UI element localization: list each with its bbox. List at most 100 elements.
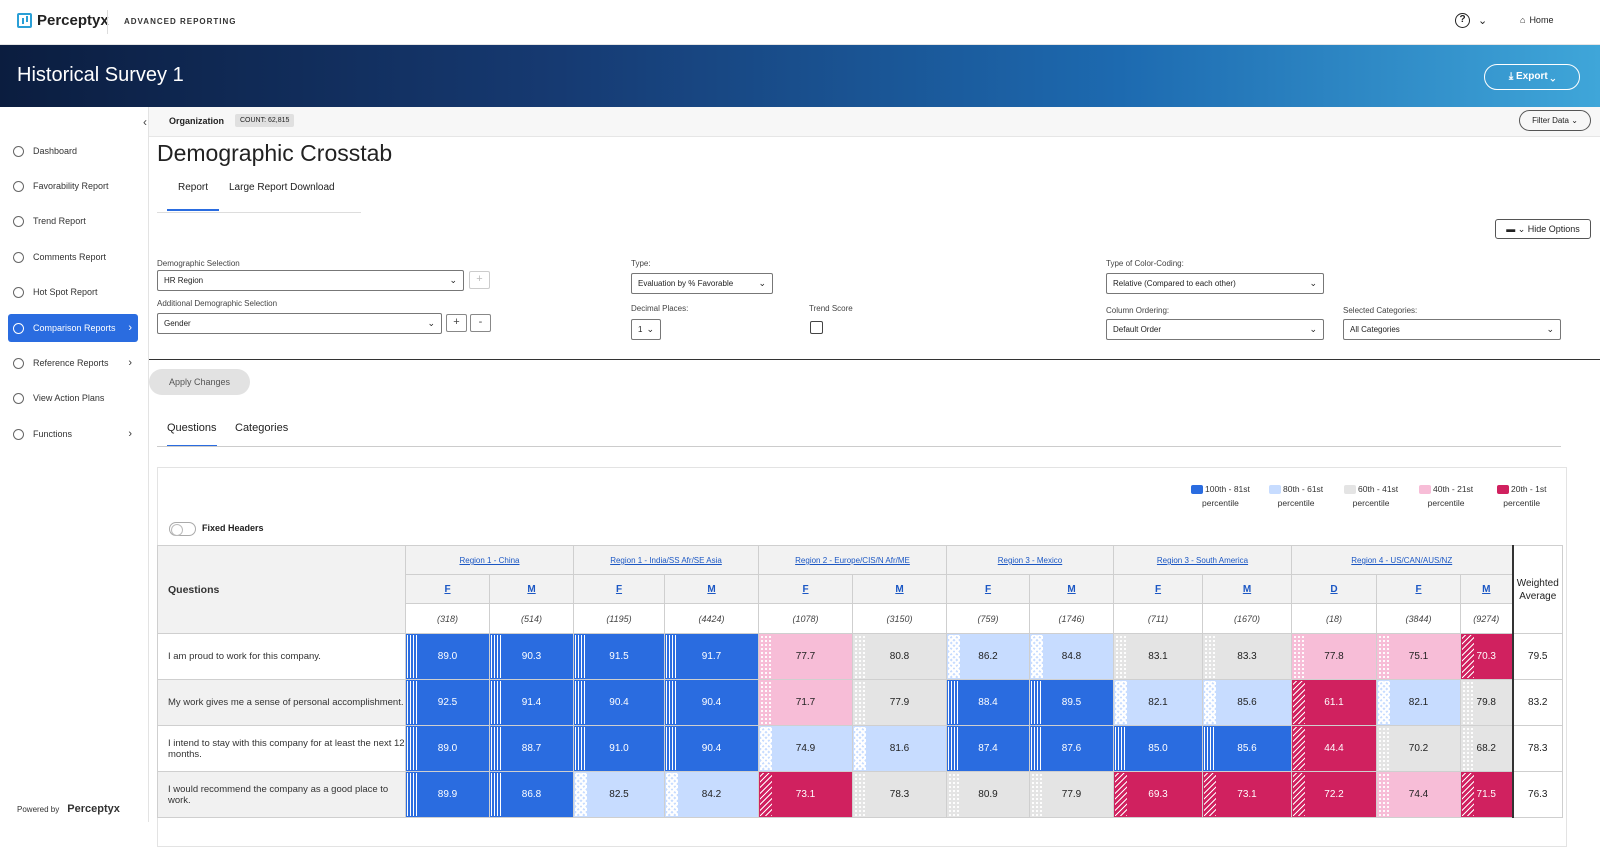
score-value: 77.7 <box>795 651 816 662</box>
score-cell: 85.0 <box>1113 725 1203 772</box>
tab-large-report-download[interactable]: Large Report Download <box>229 182 335 193</box>
score-cell: 71.5 <box>1460 771 1513 818</box>
gender-header: D <box>1291 574 1377 604</box>
score-cell: 89.0 <box>405 725 490 772</box>
gender-link[interactable]: F <box>1154 583 1162 595</box>
collapse-sidebar-icon[interactable]: ‹ <box>143 115 147 129</box>
score-value: 44.4 <box>1324 743 1344 754</box>
score-cell: 77.9 <box>852 679 947 726</box>
home-link[interactable]: ⌂ Home <box>1520 15 1553 25</box>
sidebar-item-reference[interactable]: Reference Reports › <box>8 349 138 377</box>
questions-header: Questions <box>157 545 406 634</box>
score-value: 80.9 <box>978 789 998 800</box>
tab-report[interactable]: Report <box>167 182 219 211</box>
gender-header: F <box>946 574 1030 604</box>
type-select[interactable]: Evaluation by % Favorable ⌄ <box>631 273 773 294</box>
sidebar-item-favorability[interactable]: Favorability Report <box>8 172 138 200</box>
perceptyx-logo[interactable]: Perceptyx <box>17 12 109 29</box>
gender-header: M <box>664 574 759 604</box>
decimal-label: Decimal Places: <box>631 304 689 313</box>
score-value: 83.1 <box>1148 651 1168 662</box>
gender-link[interactable]: M <box>1067 583 1076 595</box>
score-value: 77.9 <box>889 697 910 708</box>
region-link[interactable]: Region 2 - Europe/CIS/N Afr/ME <box>795 556 910 565</box>
additional-demographic-select[interactable]: Gender ⌄ <box>157 313 442 334</box>
home-icon: ⌂ <box>1520 15 1526 25</box>
selected-categories-select[interactable]: All Categories ⌄ <box>1343 319 1561 340</box>
trend-score-label: Trend Score <box>809 304 853 313</box>
gender-link[interactable]: F <box>1415 583 1422 595</box>
add-demo-button[interactable]: + <box>469 271 490 289</box>
score-cell: 82.1 <box>1376 679 1461 726</box>
gender-link[interactable]: F <box>615 583 623 595</box>
score-cell: 83.1 <box>1113 633 1203 680</box>
help-icon: ? <box>1455 13 1470 28</box>
region-link[interactable]: Region 1 - India/SS Afr/SE Asia <box>610 556 722 565</box>
gender-link[interactable]: M <box>895 583 904 595</box>
column-ordering-select[interactable]: Default Order ⌄ <box>1106 319 1324 340</box>
score-value: 91.7 <box>701 651 722 662</box>
gender-link[interactable]: M <box>527 583 536 595</box>
add-demographic-button[interactable]: + <box>446 314 467 332</box>
score-cell: 73.1 <box>758 771 853 818</box>
legend-item: 40th - 21st percentile <box>1419 482 1473 510</box>
count-cell: (4424) <box>664 603 759 634</box>
score-cell: 82.1 <box>1113 679 1203 726</box>
divider <box>107 10 108 34</box>
gender-link[interactable]: F <box>984 583 992 595</box>
color-coding-select[interactable]: Relative (Compared to each other) ⌄ <box>1106 273 1324 294</box>
trend-score-checkbox[interactable] <box>810 321 823 334</box>
page-title: Demographic Crosstab <box>157 140 393 166</box>
region-link[interactable]: Region 4 - US/CAN/AUS/NZ <box>1351 556 1453 565</box>
help-menu[interactable]: ? ⌄ <box>1455 13 1487 28</box>
gender-link[interactable]: M <box>1242 583 1252 595</box>
hide-options-button[interactable]: ▬ ⌄ Hide Options <box>1495 219 1591 239</box>
region-link[interactable]: Region 1 - China <box>459 556 520 565</box>
sidebar-item-trend[interactable]: Trend Report <box>8 207 138 235</box>
powered-brand: Perceptyx <box>67 803 120 815</box>
tab-questions[interactable]: Questions <box>167 422 217 447</box>
question-text: My work gives me a sense of personal acc… <box>157 679 406 726</box>
score-value: 74.9 <box>795 743 816 754</box>
count-cell: (18) <box>1291 603 1377 634</box>
type-label: Type: <box>631 259 651 268</box>
gender-header: F <box>573 574 665 604</box>
score-cell: 87.4 <box>946 725 1030 772</box>
tab-categories[interactable]: Categories <box>235 422 289 434</box>
gender-link[interactable]: M <box>707 583 716 595</box>
sidebar-item-functions[interactable]: Functions › <box>8 420 138 448</box>
score-value: 79.8 <box>1476 697 1496 708</box>
sidebar-item-hotspot[interactable]: Hot Spot Report <box>8 278 138 306</box>
count-cell: (1670) <box>1202 603 1292 634</box>
gender-link[interactable]: D <box>1330 583 1338 595</box>
trend-icon <box>13 215 24 227</box>
sidebar-item-action-plans[interactable]: View Action Plans <box>8 384 138 412</box>
region-link[interactable]: Region 3 - South America <box>1156 556 1249 565</box>
count-cell: (711) <box>1113 603 1203 634</box>
remove-demographic-button[interactable]: - <box>470 314 491 332</box>
score-value: 91.0 <box>609 743 629 754</box>
gender-link[interactable]: F <box>802 583 809 595</box>
sidebar-item-comparison[interactable]: Comparison Reports › <box>8 314 138 342</box>
chevron-down-icon: ⌄ <box>1546 324 1554 334</box>
export-button[interactable]: ⤓ Export ⌄ <box>1484 64 1580 90</box>
score-value: 71.7 <box>795 697 816 708</box>
sidebar-item-dashboard[interactable]: Dashboard <box>8 137 138 165</box>
gender-link[interactable]: F <box>444 583 451 595</box>
score-value: 71.5 <box>1476 789 1496 800</box>
region-link[interactable]: Region 3 - Mexico <box>997 556 1063 565</box>
decimal-select[interactable]: 1 ⌄ <box>631 319 661 340</box>
apply-changes-button[interactable]: Apply Changes <box>149 369 250 395</box>
filter-data-button[interactable]: Filter Data ⌄ <box>1519 110 1591 131</box>
score-cell: 77.8 <box>1291 633 1377 680</box>
sidebar-item-comments[interactable]: Comments Report <box>8 243 138 271</box>
selected-categories-label: Selected Categories: <box>1343 306 1418 315</box>
region-header: Region 3 - Mexico <box>946 545 1114 575</box>
fixed-headers-toggle[interactable] <box>169 522 196 536</box>
gender-header: F <box>758 574 853 604</box>
count-cell: (9274) <box>1460 603 1513 634</box>
chevron-down-icon: ⌄ <box>758 278 766 288</box>
table-row: I would recommend the company as a good … <box>157 771 1563 818</box>
demographic-select[interactable]: HR Region ⌄ <box>157 270 464 291</box>
gender-link[interactable]: M <box>1482 583 1491 595</box>
